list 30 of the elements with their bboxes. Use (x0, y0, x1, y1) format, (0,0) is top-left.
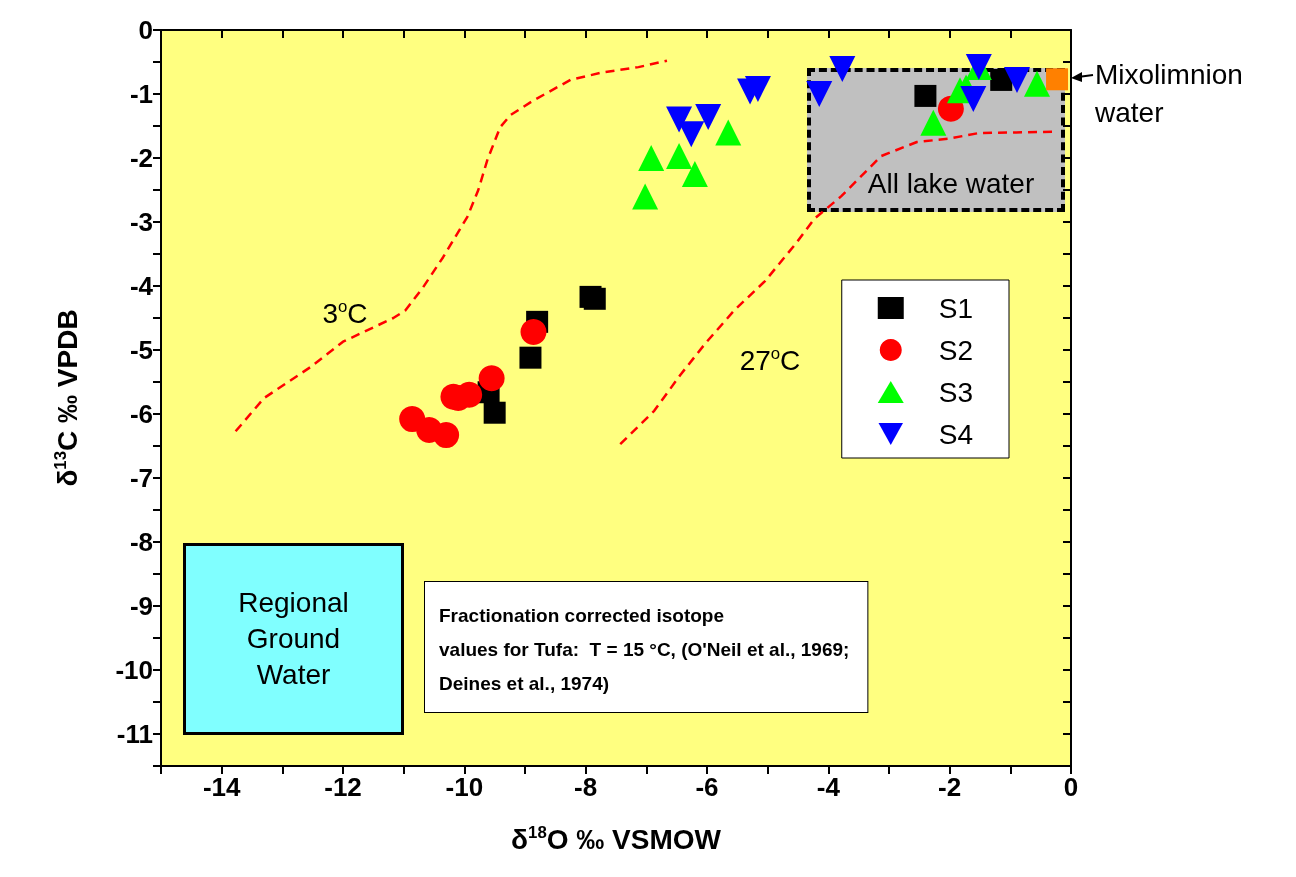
x-tick-label: -6 (695, 772, 719, 802)
annotation: All lake water (867, 167, 1035, 201)
x-tick-label: -2 (938, 772, 962, 802)
x-tick-label: -10 (445, 772, 484, 802)
legend-label: S1 (938, 292, 973, 324)
annotation: Regional Ground Water (238, 586, 349, 692)
y-tick-label: -3 (129, 207, 153, 237)
legend-label: S2 (938, 334, 973, 366)
x-tick-label: -14 (202, 772, 241, 802)
y-tick-label: -11 (116, 719, 153, 749)
text: Mixolimnion water (1094, 58, 1243, 128)
y-tick-label: -5 (129, 335, 153, 365)
ground-water-box: Regional Ground Water (183, 543, 404, 735)
y-tick-label: -1 (129, 79, 153, 109)
y-axis-title: δ13C ‰ VPDB (51, 309, 83, 487)
x-tick-label: -12 (324, 772, 362, 802)
x-tick-label: 0 (1063, 772, 1079, 802)
y-tick-label: 0 (138, 15, 153, 45)
y-tick-label: -6 (129, 399, 153, 429)
x-tick-label: -4 (816, 772, 841, 802)
y-tick-label: -10 (115, 655, 153, 685)
x-tick-label: -8 (574, 772, 598, 802)
legend-label: S3 (938, 376, 973, 408)
y-tick-label: -2 (129, 143, 153, 173)
annotation: Fractionation corrected isotope values for Tufa: T = 15 °C, (O'Neil et al., 1969; Deines et al., 1974) (439, 604, 850, 694)
y-tick-label: -8 (129, 527, 153, 557)
y-tick-label: -4 (129, 271, 154, 301)
legend-label: S4 (938, 418, 973, 450)
y-tick-label: -7 (129, 463, 153, 493)
y-tick-label: -9 (129, 591, 153, 621)
